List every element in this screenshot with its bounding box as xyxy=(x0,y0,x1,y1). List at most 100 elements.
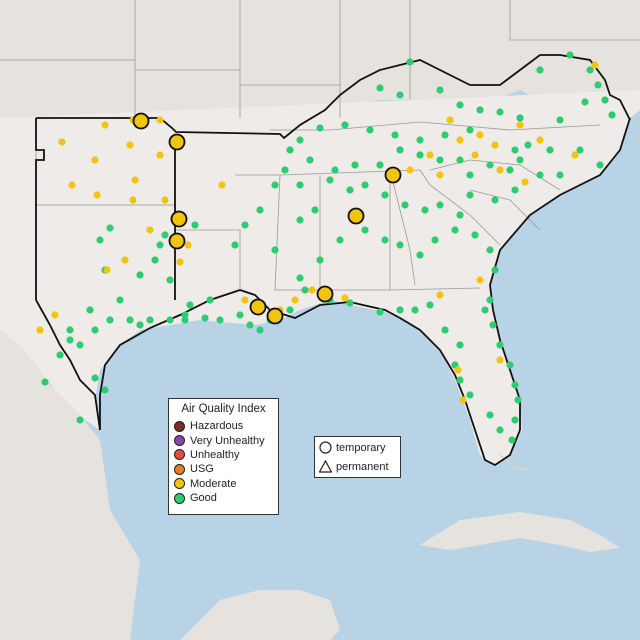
moderate-monitor-point[interactable] xyxy=(121,256,129,264)
good-monitor-point[interactable] xyxy=(471,231,479,239)
moderate-monitor-point[interactable] xyxy=(459,396,467,404)
temporary-monitor-point[interactable] xyxy=(266,307,284,325)
moderate-monitor-point[interactable] xyxy=(93,191,101,199)
moderate-monitor-point[interactable] xyxy=(241,296,249,304)
moderate-monitor-point[interactable] xyxy=(426,151,434,159)
moderate-monitor-point[interactable] xyxy=(218,181,226,189)
good-monitor-point[interactable] xyxy=(466,171,474,179)
good-monitor-point[interactable] xyxy=(231,241,239,249)
good-monitor-point[interactable] xyxy=(301,286,309,294)
good-monitor-point[interactable] xyxy=(96,236,104,244)
good-monitor-point[interactable] xyxy=(76,416,84,424)
good-monitor-point[interactable] xyxy=(486,296,494,304)
moderate-monitor-point[interactable] xyxy=(146,226,154,234)
good-monitor-point[interactable] xyxy=(601,96,609,104)
moderate-monitor-point[interactable] xyxy=(291,296,299,304)
good-monitor-point[interactable] xyxy=(326,176,334,184)
good-monitor-point[interactable] xyxy=(101,386,109,394)
moderate-monitor-point[interactable] xyxy=(471,151,479,159)
good-monitor-point[interactable] xyxy=(41,378,49,386)
good-monitor-point[interactable] xyxy=(421,206,429,214)
good-monitor-point[interactable] xyxy=(271,246,279,254)
good-monitor-point[interactable] xyxy=(416,151,424,159)
good-monitor-point[interactable] xyxy=(56,351,64,359)
moderate-monitor-point[interactable] xyxy=(36,326,44,334)
good-monitor-point[interactable] xyxy=(191,221,199,229)
good-monitor-point[interactable] xyxy=(286,306,294,314)
good-monitor-point[interactable] xyxy=(316,256,324,264)
good-monitor-point[interactable] xyxy=(391,131,399,139)
good-monitor-point[interactable] xyxy=(186,301,194,309)
moderate-monitor-point[interactable] xyxy=(129,196,137,204)
good-monitor-point[interactable] xyxy=(66,326,74,334)
good-monitor-point[interactable] xyxy=(436,201,444,209)
good-monitor-point[interactable] xyxy=(216,316,224,324)
good-monitor-point[interactable] xyxy=(201,314,209,322)
good-monitor-point[interactable] xyxy=(181,311,189,319)
good-monitor-point[interactable] xyxy=(161,231,169,239)
good-monitor-point[interactable] xyxy=(271,181,279,189)
good-monitor-point[interactable] xyxy=(376,308,384,316)
good-monitor-point[interactable] xyxy=(508,436,516,444)
good-monitor-point[interactable] xyxy=(481,306,489,314)
good-monitor-point[interactable] xyxy=(396,306,404,314)
good-monitor-point[interactable] xyxy=(514,396,522,404)
good-monitor-point[interactable] xyxy=(376,161,384,169)
moderate-monitor-point[interactable] xyxy=(591,61,599,69)
moderate-monitor-point[interactable] xyxy=(406,166,414,174)
good-monitor-point[interactable] xyxy=(296,274,304,282)
good-monitor-point[interactable] xyxy=(346,186,354,194)
good-monitor-point[interactable] xyxy=(486,411,494,419)
moderate-monitor-point[interactable] xyxy=(491,141,499,149)
good-monitor-point[interactable] xyxy=(536,66,544,74)
temporary-monitor-point[interactable] xyxy=(316,285,334,303)
good-monitor-point[interactable] xyxy=(351,161,359,169)
good-monitor-point[interactable] xyxy=(66,336,74,344)
good-monitor-point[interactable] xyxy=(166,316,174,324)
good-monitor-point[interactable] xyxy=(256,206,264,214)
moderate-monitor-point[interactable] xyxy=(176,258,184,266)
good-monitor-point[interactable] xyxy=(436,156,444,164)
good-monitor-point[interactable] xyxy=(406,58,414,66)
good-monitor-point[interactable] xyxy=(416,251,424,259)
moderate-monitor-point[interactable] xyxy=(521,178,529,186)
moderate-monitor-point[interactable] xyxy=(131,176,139,184)
good-monitor-point[interactable] xyxy=(516,114,524,122)
good-monitor-point[interactable] xyxy=(336,236,344,244)
good-monitor-point[interactable] xyxy=(401,201,409,209)
good-monitor-point[interactable] xyxy=(511,416,519,424)
good-monitor-point[interactable] xyxy=(556,171,564,179)
good-monitor-point[interactable] xyxy=(151,256,159,264)
moderate-monitor-point[interactable] xyxy=(516,121,524,129)
good-monitor-point[interactable] xyxy=(496,108,504,116)
good-monitor-point[interactable] xyxy=(76,341,84,349)
good-monitor-point[interactable] xyxy=(536,171,544,179)
good-monitor-point[interactable] xyxy=(456,156,464,164)
good-monitor-point[interactable] xyxy=(456,376,464,384)
good-monitor-point[interactable] xyxy=(361,226,369,234)
good-monitor-point[interactable] xyxy=(491,266,499,274)
good-monitor-point[interactable] xyxy=(156,241,164,249)
good-monitor-point[interactable] xyxy=(181,316,189,324)
good-monitor-point[interactable] xyxy=(511,146,519,154)
temporary-monitor-point[interactable] xyxy=(347,207,365,225)
good-monitor-point[interactable] xyxy=(511,186,519,194)
good-monitor-point[interactable] xyxy=(516,156,524,164)
moderate-monitor-point[interactable] xyxy=(103,266,111,274)
good-monitor-point[interactable] xyxy=(331,166,339,174)
good-monitor-point[interactable] xyxy=(566,51,574,59)
good-monitor-point[interactable] xyxy=(506,361,514,369)
good-monitor-point[interactable] xyxy=(466,191,474,199)
moderate-monitor-point[interactable] xyxy=(68,181,76,189)
good-monitor-point[interactable] xyxy=(489,321,497,329)
good-monitor-point[interactable] xyxy=(466,126,474,134)
good-monitor-point[interactable] xyxy=(296,136,304,144)
good-monitor-point[interactable] xyxy=(136,321,144,329)
good-monitor-point[interactable] xyxy=(594,81,602,89)
good-monitor-point[interactable] xyxy=(236,311,244,319)
good-monitor-point[interactable] xyxy=(241,221,249,229)
good-monitor-point[interactable] xyxy=(296,216,304,224)
good-monitor-point[interactable] xyxy=(381,236,389,244)
good-monitor-point[interactable] xyxy=(206,296,214,304)
